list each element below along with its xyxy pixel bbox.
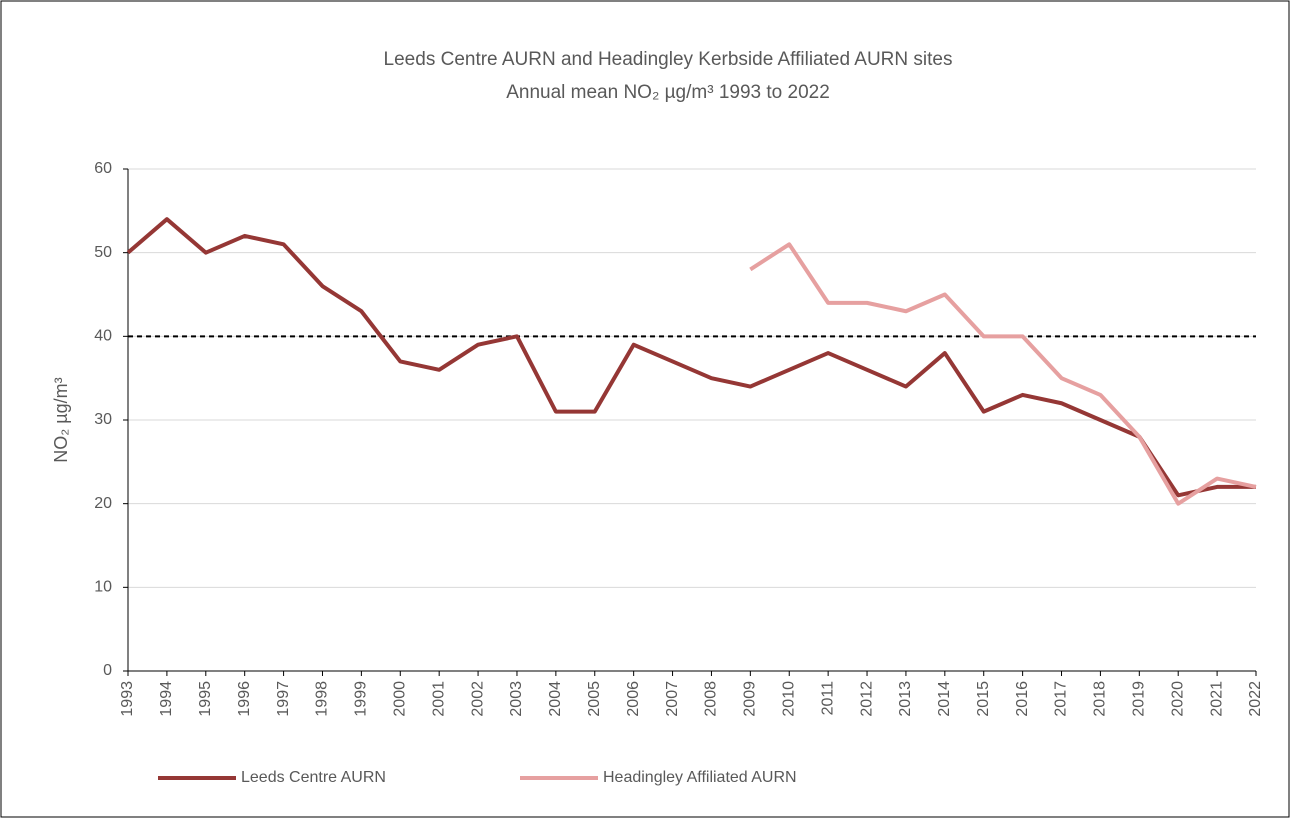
y-tick-label: 30 bbox=[94, 411, 112, 428]
chart-title: Leeds Centre AURN and Headingley Kerbsid… bbox=[384, 49, 953, 70]
x-tick-label: 2008 bbox=[703, 681, 720, 717]
x-tick-label: 1993 bbox=[119, 681, 136, 717]
x-tick-label: 2013 bbox=[897, 681, 914, 717]
x-tick-label: 2007 bbox=[664, 681, 681, 717]
series-line bbox=[749, 242, 1257, 506]
x-tick-label: 2017 bbox=[1053, 681, 1070, 717]
x-tick-label: 2016 bbox=[1014, 681, 1031, 717]
y-tick-label: 0 bbox=[103, 662, 112, 679]
y-tick-label: 40 bbox=[94, 328, 112, 345]
x-tick-label: 2010 bbox=[780, 681, 797, 717]
x-tick-label: 2005 bbox=[586, 681, 603, 717]
x-tick-label: 1996 bbox=[236, 681, 253, 717]
x-tick-label: 1995 bbox=[197, 681, 214, 717]
x-tick-label: 2018 bbox=[1092, 681, 1109, 717]
x-tick-label: 1999 bbox=[353, 681, 370, 717]
y-tick-label: 20 bbox=[94, 495, 112, 512]
legend-label: Headingley Affiliated AURN bbox=[603, 769, 797, 786]
x-tick-label: 2022 bbox=[1247, 681, 1264, 717]
series-line bbox=[126, 217, 1256, 498]
x-tick-label: 1997 bbox=[275, 681, 292, 717]
x-tick-label: 2014 bbox=[936, 681, 953, 717]
chart-subtitle: Annual mean NO₂ µg/m³ 1993 to 2022 bbox=[506, 82, 830, 103]
y-axis-label: NO₂ µg/m³ bbox=[51, 377, 71, 462]
x-tick-label: 2004 bbox=[547, 681, 564, 717]
x-tick-label: 2002 bbox=[469, 681, 486, 717]
x-tick-label: 2019 bbox=[1131, 681, 1148, 717]
y-tick-label: 50 bbox=[94, 244, 112, 261]
x-tick-label: 2015 bbox=[975, 681, 992, 717]
x-tick-label: 2009 bbox=[742, 681, 759, 717]
x-tick-label: 2001 bbox=[430, 681, 447, 717]
x-tick-label: 2020 bbox=[1169, 681, 1186, 717]
x-tick-label: 1998 bbox=[314, 681, 331, 717]
x-tick-label: 2021 bbox=[1208, 681, 1225, 717]
x-tick-label: 2003 bbox=[508, 681, 525, 717]
x-tick-label: 2006 bbox=[625, 681, 642, 717]
legend-label: Leeds Centre AURN bbox=[241, 769, 386, 786]
y-tick-label: 60 bbox=[94, 160, 112, 177]
y-tick-label: 10 bbox=[94, 579, 112, 596]
x-tick-label: 2011 bbox=[819, 681, 836, 716]
x-tick-label: 1994 bbox=[158, 681, 175, 717]
x-tick-label: 2012 bbox=[858, 681, 875, 717]
x-tick-label: 2000 bbox=[391, 681, 408, 717]
